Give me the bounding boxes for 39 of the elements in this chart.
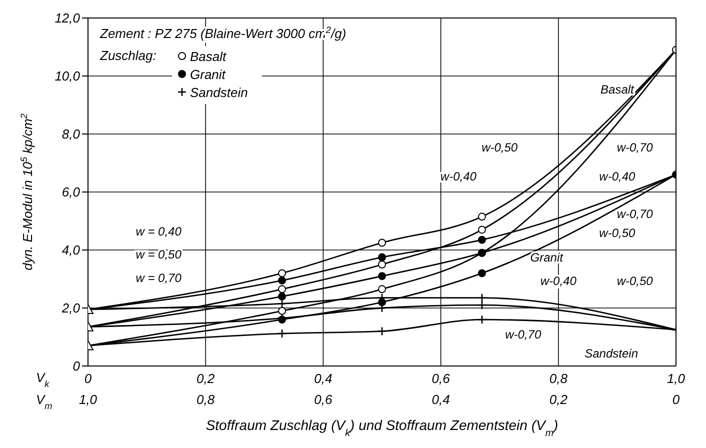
x-tick-label: 0,2 [196, 371, 216, 386]
x-axis-title: Stoffraum Zuschlag (V$_{k}$) und Stoffraum Zementstein (V$_{m}$) [206, 417, 558, 438]
annotation: w = 0,40 [136, 224, 182, 238]
x-tick-label: 0,6 [432, 371, 451, 386]
x2-tick-label: 0,4 [432, 392, 450, 407]
annotation: w-0,50 [616, 274, 654, 288]
x2-tick-label: 0 [672, 392, 680, 407]
annotation: w-0,70 [505, 327, 542, 342]
text: V$_{k}$ [36, 370, 50, 389]
x-tick-label: 0 [84, 371, 92, 386]
legend-label: Basalt [190, 49, 228, 64]
annotation: w-0,50 [482, 140, 518, 154]
legend-label: Granit [190, 67, 227, 82]
y-tick-label: 12,0 [54, 10, 81, 26]
annotation: w-0,50 [599, 226, 636, 240]
annotation: w-0,70 [616, 207, 654, 222]
legend-label: Sandstein [190, 85, 248, 100]
annotation: w-0,40 [599, 169, 636, 184]
annotation: Sandstein [584, 346, 638, 360]
annotation: w = 0,50 [136, 248, 182, 262]
y-tick-label: 6,0 [62, 184, 81, 200]
y-tick-label: 4,0 [62, 242, 81, 258]
y-tick-label: 8,0 [62, 126, 81, 142]
x2-tick-label: 0,6 [314, 392, 334, 407]
annotation: w = 0,70 [136, 270, 182, 285]
y-tick-label: 2,0 [60, 300, 81, 316]
x-tick-label: 1,0 [666, 371, 686, 386]
x-tick-label: 0,4 [314, 371, 332, 386]
x-tick-label: 0,8 [549, 371, 568, 386]
legend-title: Zuschlag: [99, 48, 157, 63]
y-tick-label: 0 [72, 358, 81, 374]
annotation: w-0,40 [440, 169, 477, 184]
text: V$_{m}$ [36, 392, 53, 411]
annotation: Basalt [600, 82, 635, 96]
x2-tick-label: 1,0 [78, 392, 98, 407]
annotation: w-0,70 [616, 140, 654, 154]
y-tick-label: 10,0 [54, 68, 81, 84]
x2-tick-label: 0,8 [196, 392, 216, 407]
x2-tick-label: 0,2 [549, 392, 568, 407]
